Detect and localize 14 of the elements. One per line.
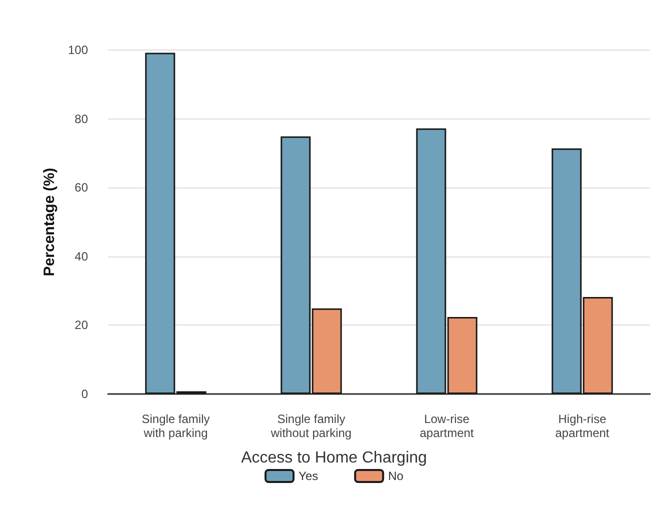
- y-tick-label: 100: [68, 43, 88, 57]
- legend-label: Yes: [298, 469, 318, 483]
- y-tick-label: 80: [74, 112, 88, 126]
- y-tick-label: 40: [74, 249, 88, 264]
- y-axis-title: Percentage (%): [41, 168, 58, 276]
- x-tick-label: Single family without parking: [270, 412, 352, 440]
- y-tick-label: 60: [74, 180, 88, 195]
- x-tick-label: Single family with parking: [142, 412, 210, 440]
- y-tick-label: 20: [74, 318, 88, 332]
- x-tick-label: High-rise apartment: [555, 412, 610, 440]
- legend-label: No: [388, 469, 404, 483]
- y-tick-label: 0: [81, 387, 88, 401]
- x-tick-label: Low-rise apartment: [420, 412, 474, 440]
- legend-title: Access to Home Charging: [241, 450, 427, 466]
